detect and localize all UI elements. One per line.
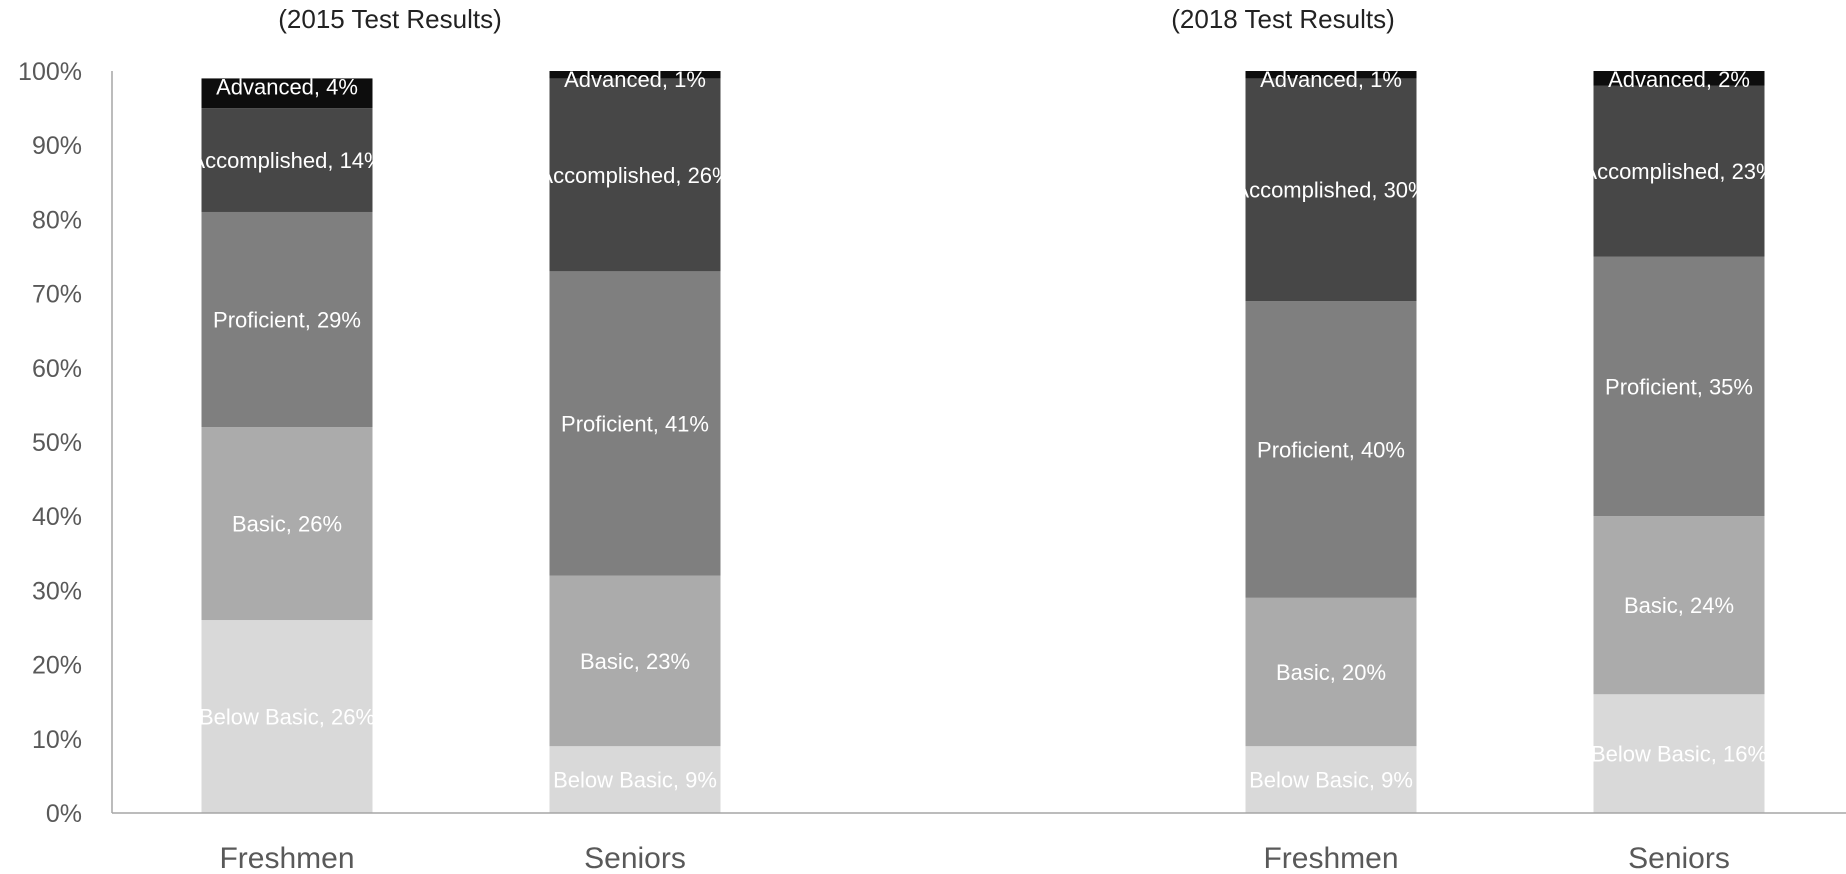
y-tick-label: 70% xyxy=(32,281,82,309)
y-tick-label: 40% xyxy=(32,503,82,531)
bar-freshmen-1: Below Basic, 9% Basic, 20% Proficient, 40%… xyxy=(1234,67,1427,813)
bar-segment-accomplished xyxy=(1593,85,1765,257)
data-label: Accomplished, 26% xyxy=(538,163,731,188)
data-label: Proficient, 35% xyxy=(1605,374,1753,399)
data-label: Below Basic, 16% xyxy=(1591,742,1767,767)
y-tick-label: 60% xyxy=(32,355,82,383)
data-label: Proficient, 29% xyxy=(213,308,361,333)
data-label: Below Basic, 26% xyxy=(199,705,375,730)
x-tick-label: Freshmen xyxy=(1263,842,1398,874)
x-axis: Freshmen Seniors Freshmen Seniors xyxy=(112,812,1846,874)
bar-segment-advanced xyxy=(549,71,721,79)
bars: Below Basic, 26% Basic, 26% Proficient, 29… xyxy=(190,67,1775,813)
bar-segment-accomplished xyxy=(1245,78,1417,302)
bar-segment-advanced xyxy=(1593,71,1765,86)
bar-segment-proficient xyxy=(1245,301,1417,598)
bar-segment-advanced xyxy=(1245,71,1417,79)
data-label: Advanced, 2% xyxy=(1608,67,1750,92)
data-label: Basic, 26% xyxy=(232,512,342,537)
data-label: Advanced, 1% xyxy=(564,67,706,92)
data-label: Accomplished, 30% xyxy=(1234,178,1427,203)
bar-segment-below-basic xyxy=(201,620,373,813)
bar-segment-proficient xyxy=(201,211,373,428)
y-tick-label: 80% xyxy=(32,206,82,234)
y-axis: 0% 10% 20% 30% 40% 50% 60% 70% 80% 90% 100% xyxy=(18,58,113,828)
bar-segment-basic xyxy=(201,427,373,621)
bar-segment-proficient xyxy=(1593,256,1765,517)
data-label: Accomplished, 14% xyxy=(190,148,383,173)
y-tick-label: 90% xyxy=(32,132,82,160)
group-title-2018: (2018 Test Results) xyxy=(1171,4,1395,34)
bar-segment-basic xyxy=(549,575,721,747)
group-title-2015: (2015 Test Results) xyxy=(278,4,502,34)
y-tick-label: 0% xyxy=(46,800,82,828)
x-tick-label: Seniors xyxy=(584,842,686,874)
bar-segment-proficient xyxy=(549,271,721,576)
bar-segment-basic xyxy=(1245,597,1417,747)
data-label: Basic, 20% xyxy=(1276,660,1386,685)
data-label: Basic, 24% xyxy=(1624,593,1734,618)
data-label: Advanced, 4% xyxy=(216,74,358,99)
y-tick-label: 10% xyxy=(32,726,82,754)
data-label: Accomplished, 23% xyxy=(1582,159,1775,184)
bar-seniors-0: Below Basic, 9% Basic, 23% Proficient, 41%… xyxy=(538,67,731,813)
bar-segment-below-basic xyxy=(1245,746,1417,813)
bar-freshmen-0: Below Basic, 26% Basic, 26% Proficient, 29… xyxy=(190,74,383,813)
y-tick-label: 50% xyxy=(32,429,82,457)
bar-segment-basic xyxy=(1593,516,1765,695)
bar-seniors-1: Below Basic, 16% Basic, 24% Proficient, 35… xyxy=(1582,67,1775,813)
data-label: Advanced, 1% xyxy=(1260,67,1402,92)
y-tick-label: 100% xyxy=(18,58,82,86)
data-label: Below Basic, 9% xyxy=(1249,768,1413,793)
bar-segment-accomplished xyxy=(201,108,373,212)
bar-segment-accomplished xyxy=(549,78,721,272)
bar-segment-below-basic xyxy=(1593,694,1765,813)
data-label: Proficient, 41% xyxy=(561,411,709,436)
data-label: Basic, 23% xyxy=(580,649,690,674)
y-tick-label: 20% xyxy=(32,652,82,680)
data-label: Proficient, 40% xyxy=(1257,437,1405,462)
bar-segment-below-basic xyxy=(549,746,721,813)
y-tick-label: 30% xyxy=(32,577,82,605)
data-label: Below Basic, 9% xyxy=(553,768,717,793)
x-tick-label: Freshmen xyxy=(219,842,354,874)
bar-segment-advanced xyxy=(201,78,373,109)
x-tick-label: Seniors xyxy=(1628,842,1730,874)
